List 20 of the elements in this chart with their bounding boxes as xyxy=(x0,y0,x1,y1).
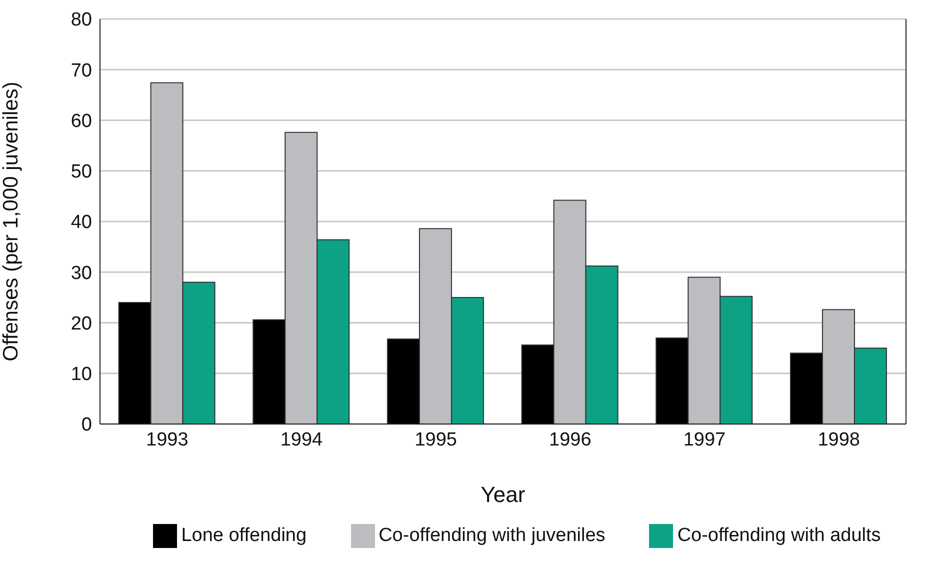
x-tick-label: 1996 xyxy=(549,429,592,450)
y-tick-label: 50 xyxy=(70,162,92,183)
legend-label: Co-offending with adults xyxy=(677,525,881,546)
x-tick-label: 1995 xyxy=(414,429,457,450)
y-axis-title: Offenses (per 1,000 juveniles) xyxy=(0,82,22,362)
x-tick-label: 1997 xyxy=(683,429,726,450)
y-tick-label: 30 xyxy=(70,262,92,284)
y-tick-label: 60 xyxy=(70,110,92,132)
legend-label: Lone offending xyxy=(181,525,307,546)
x-axis-title: Year xyxy=(480,482,526,507)
y-tick-label: 20 xyxy=(70,313,92,334)
y-tick-label: 40 xyxy=(70,212,92,234)
legend-label: Co-offending with juveniles xyxy=(378,525,606,546)
x-tick-label: 1994 xyxy=(280,429,324,450)
y-tick-label: 0 xyxy=(81,414,92,436)
y-tick-label: 70 xyxy=(70,60,92,82)
y-tick-label: 10 xyxy=(70,364,92,386)
x-tick-label: 1998 xyxy=(818,429,860,450)
y-tick-label: 80 xyxy=(70,10,92,31)
x-tick-label: 1993 xyxy=(146,429,188,450)
